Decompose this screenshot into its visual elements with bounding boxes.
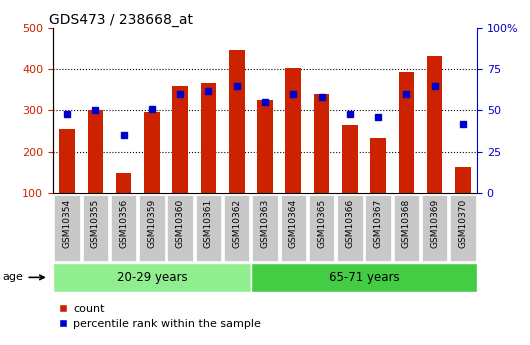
Legend: count, percentile rank within the sample: count, percentile rank within the sample bbox=[58, 304, 261, 329]
FancyBboxPatch shape bbox=[422, 195, 447, 261]
Bar bbox=[59, 129, 75, 193]
Bar bbox=[172, 86, 188, 193]
Text: GDS473 / 238668_at: GDS473 / 238668_at bbox=[49, 12, 193, 27]
FancyBboxPatch shape bbox=[224, 195, 250, 261]
Bar bbox=[286, 68, 301, 193]
FancyBboxPatch shape bbox=[450, 195, 475, 261]
FancyBboxPatch shape bbox=[280, 195, 306, 261]
FancyBboxPatch shape bbox=[309, 195, 334, 261]
Text: GSM10362: GSM10362 bbox=[232, 199, 241, 248]
Text: GSM10365: GSM10365 bbox=[317, 199, 326, 248]
FancyBboxPatch shape bbox=[394, 195, 419, 261]
FancyBboxPatch shape bbox=[139, 195, 165, 261]
FancyBboxPatch shape bbox=[196, 195, 221, 261]
Bar bbox=[257, 100, 273, 193]
FancyBboxPatch shape bbox=[337, 195, 363, 261]
FancyBboxPatch shape bbox=[53, 263, 251, 292]
Text: GSM10363: GSM10363 bbox=[261, 199, 269, 248]
Text: age: age bbox=[3, 273, 44, 282]
Text: GSM10366: GSM10366 bbox=[346, 199, 354, 248]
Text: GSM10355: GSM10355 bbox=[91, 199, 100, 248]
Text: 20-29 years: 20-29 years bbox=[117, 271, 187, 284]
Text: GSM10370: GSM10370 bbox=[458, 199, 467, 248]
Bar bbox=[144, 112, 160, 193]
Bar bbox=[370, 138, 386, 193]
Bar bbox=[116, 173, 131, 193]
FancyBboxPatch shape bbox=[111, 195, 136, 261]
Text: GSM10368: GSM10368 bbox=[402, 199, 411, 248]
Bar bbox=[229, 50, 244, 193]
Bar bbox=[87, 110, 103, 193]
Bar bbox=[201, 83, 216, 193]
Bar bbox=[314, 94, 329, 193]
FancyBboxPatch shape bbox=[167, 195, 193, 261]
Text: 65-71 years: 65-71 years bbox=[329, 271, 399, 284]
Text: GSM10364: GSM10364 bbox=[289, 199, 298, 248]
Text: GSM10360: GSM10360 bbox=[176, 199, 184, 248]
FancyBboxPatch shape bbox=[252, 195, 278, 261]
FancyBboxPatch shape bbox=[365, 195, 391, 261]
FancyBboxPatch shape bbox=[251, 263, 477, 292]
Text: GSM10369: GSM10369 bbox=[430, 199, 439, 248]
Bar bbox=[342, 125, 358, 193]
Text: GSM10356: GSM10356 bbox=[119, 199, 128, 248]
Bar bbox=[427, 56, 443, 193]
Text: GSM10361: GSM10361 bbox=[204, 199, 213, 248]
Bar bbox=[455, 167, 471, 193]
Bar bbox=[399, 72, 414, 193]
FancyBboxPatch shape bbox=[83, 195, 108, 261]
Text: GSM10354: GSM10354 bbox=[63, 199, 72, 248]
FancyBboxPatch shape bbox=[55, 195, 80, 261]
Text: GSM10359: GSM10359 bbox=[147, 199, 156, 248]
Text: GSM10367: GSM10367 bbox=[374, 199, 383, 248]
